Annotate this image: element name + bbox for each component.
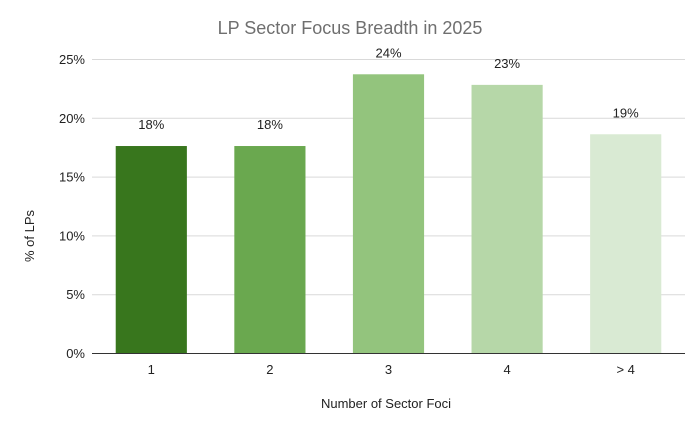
bar xyxy=(115,146,187,353)
x-axis-label: Number of Sector Foci xyxy=(321,396,451,411)
y-tick-label: 0% xyxy=(66,346,85,361)
data-labels-group: 18% 18% 24% 23% 19% xyxy=(138,45,639,132)
bar-value-label: 24% xyxy=(375,45,401,60)
bar-value-label: 18% xyxy=(138,117,164,132)
x-tick-label: 2 xyxy=(266,362,273,377)
y-tick-label: 10% xyxy=(59,228,85,243)
y-tick-label: 15% xyxy=(59,170,85,185)
bar xyxy=(590,134,662,353)
bar-value-label: 18% xyxy=(257,117,283,132)
x-tick-labels: 1 2 3 4 > 4 xyxy=(148,362,635,377)
x-tick-label: > 4 xyxy=(616,362,634,377)
bar-value-label: 23% xyxy=(494,56,520,71)
x-tick-label: 1 xyxy=(148,362,155,377)
x-tick-label: 3 xyxy=(385,362,392,377)
x-tick-label: 4 xyxy=(503,362,510,377)
bar-value-label: 19% xyxy=(613,105,639,120)
bar xyxy=(471,84,543,353)
bar xyxy=(234,146,306,353)
bars-group xyxy=(115,74,662,354)
y-axis-label: % of LPs xyxy=(22,209,37,262)
chart-title: LP Sector Focus Breadth in 2025 xyxy=(218,18,483,38)
y-tick-labels: 0% 5% 10% 15% 20% 25% xyxy=(59,52,85,361)
y-tick-label: 20% xyxy=(59,111,85,126)
bar xyxy=(352,74,425,354)
y-tick-label: 5% xyxy=(66,287,85,302)
y-tick-label: 25% xyxy=(59,52,85,67)
